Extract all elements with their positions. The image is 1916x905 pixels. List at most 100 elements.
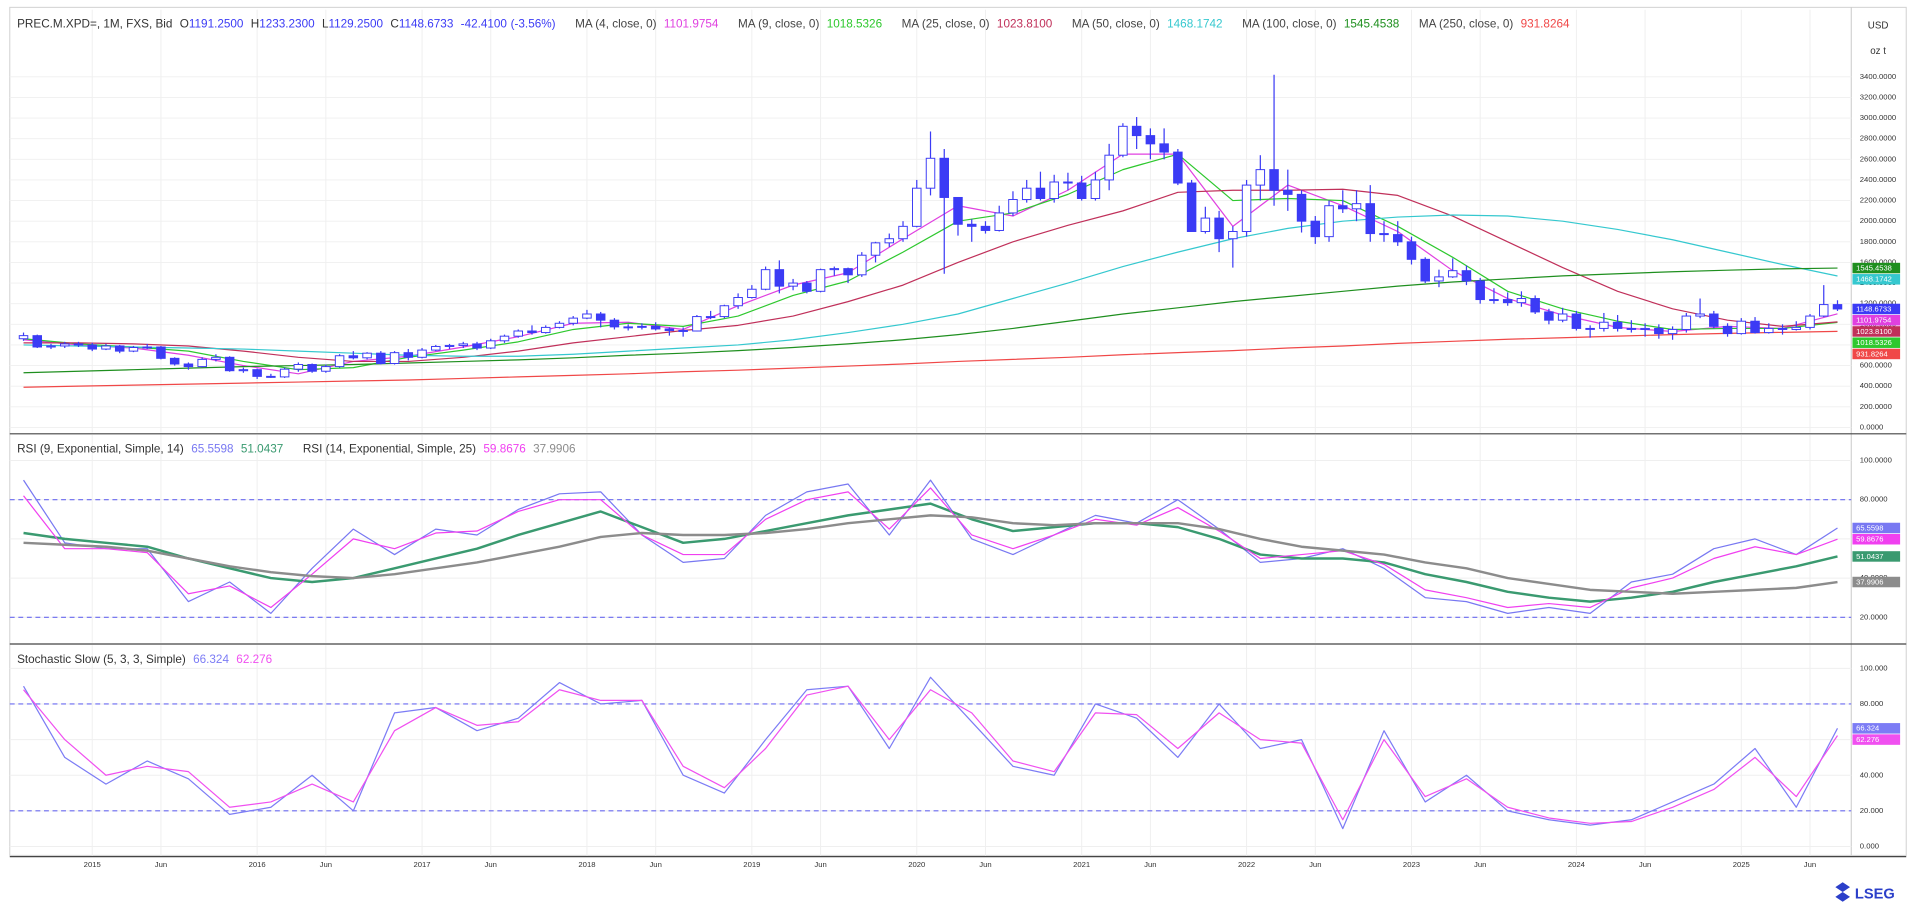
x-tick-label: Jun xyxy=(1144,860,1156,869)
indicator-name: Stochastic Slow (5, 3, 3, Simple) xyxy=(17,653,186,666)
candle-body xyxy=(403,352,414,358)
indicator-name: RSI (14, Exponential, Simple, 25) xyxy=(303,443,476,456)
ohlc-prefix: L xyxy=(322,18,329,31)
candle-body xyxy=(829,268,840,271)
legend-series-value: 1023.8100 xyxy=(997,18,1053,31)
y-tick-label: 3400.0000 xyxy=(1860,72,1896,81)
x-tick-label: 2015 xyxy=(84,860,101,869)
x-tick-label: 2021 xyxy=(1073,860,1090,869)
legend-series-value: 1545.4538 xyxy=(1344,18,1400,31)
value-tag xyxy=(1852,522,1901,534)
candle-body xyxy=(1269,169,1279,191)
candle-body xyxy=(540,326,551,334)
y-tick-label: 100.000 xyxy=(1860,663,1888,672)
candle-body xyxy=(1791,326,1802,330)
candle-body xyxy=(1173,151,1183,184)
candle-body xyxy=(389,352,400,364)
x-tick-label: 2019 xyxy=(743,860,760,869)
value-tag xyxy=(1852,337,1901,348)
candle-body xyxy=(692,316,702,332)
candle-body xyxy=(760,269,771,290)
y-tick-label: 1600.0000 xyxy=(1860,257,1896,266)
candle-body xyxy=(348,355,359,359)
candle-body xyxy=(307,364,317,372)
candle-body xyxy=(1283,189,1293,195)
y-tick-label: 2000.0000 xyxy=(1860,216,1896,225)
value-tag-label: 931.8264 xyxy=(1856,349,1888,358)
candle-body xyxy=(1750,320,1760,334)
candle-body xyxy=(32,335,43,348)
x-tick-label: Jun xyxy=(1474,860,1486,869)
indicator-line xyxy=(23,502,1838,603)
y-tick-label: 2800.0000 xyxy=(1860,134,1896,143)
candle-body xyxy=(1654,327,1664,335)
candle-body xyxy=(238,369,249,372)
ohlc-value: 1191.2500 xyxy=(189,18,244,31)
legend-series-value: 66.324 xyxy=(193,653,229,666)
candle-body xyxy=(279,368,290,378)
candle-body xyxy=(499,335,510,342)
value-tag-label: 37.9906 xyxy=(1856,577,1883,586)
candle-body xyxy=(417,349,427,358)
candle-body xyxy=(554,322,565,328)
candle-body xyxy=(1447,270,1458,278)
candle-body xyxy=(376,352,386,364)
candle-body xyxy=(1351,203,1362,210)
value-tag xyxy=(1852,723,1901,734)
candle-body xyxy=(1365,203,1376,235)
candle-body xyxy=(1764,327,1774,334)
candle-body xyxy=(884,238,895,244)
x-tick-label: 2024 xyxy=(1568,860,1586,869)
ohlc-value: 1233.2300 xyxy=(259,18,315,31)
candle-body xyxy=(1805,315,1815,328)
candle-body xyxy=(1186,182,1197,232)
candle-body xyxy=(1008,199,1018,214)
candle-body xyxy=(513,330,523,337)
x-tick-label: 2025 xyxy=(1733,860,1750,869)
candle-body xyxy=(486,340,496,349)
candle-body xyxy=(623,326,633,329)
candle-body xyxy=(211,356,221,360)
candle-body xyxy=(197,358,207,368)
value-tag xyxy=(1852,348,1901,360)
x-tick-label: Jun xyxy=(814,860,826,869)
candle-body xyxy=(1392,234,1403,243)
indicator-line xyxy=(22,676,1839,830)
candle-body xyxy=(334,355,345,368)
legend-series-value: 1101.9754 xyxy=(664,18,719,31)
y-tick-label: 3000.0000 xyxy=(1860,113,1896,122)
candle-body xyxy=(1104,154,1114,181)
candle-body xyxy=(1709,313,1719,327)
candle-body xyxy=(912,187,922,227)
y-tick-label: 1200.0000 xyxy=(1860,299,1896,308)
value-tag-label: 66.324 xyxy=(1856,724,1879,733)
candle-body xyxy=(609,319,620,328)
candle-body xyxy=(1049,181,1059,199)
indicator-line xyxy=(23,214,1838,357)
candle-body xyxy=(719,305,730,318)
x-tick-label: Jun xyxy=(320,860,332,869)
candle-body xyxy=(1736,320,1747,335)
candle-body xyxy=(1489,299,1499,302)
candle-body xyxy=(802,282,812,292)
candle-body xyxy=(1420,258,1430,282)
candle-body xyxy=(1035,187,1046,199)
value-tag-label: 1148.6733 xyxy=(1856,304,1891,313)
candle-body xyxy=(1571,313,1582,329)
value-tag xyxy=(1852,303,1901,315)
candle-body xyxy=(472,343,482,349)
candle-body xyxy=(1612,321,1623,329)
candle-body xyxy=(994,212,1004,231)
candle-body xyxy=(843,268,853,276)
legend-series-value: 931.8264 xyxy=(1521,18,1570,31)
candle-body xyxy=(1063,181,1073,184)
candle-body xyxy=(1640,327,1650,330)
ohlc-value: 1129.2500 xyxy=(328,18,383,31)
candle-body xyxy=(142,346,152,349)
x-tick-label: 2016 xyxy=(249,860,266,869)
candle-body xyxy=(1695,313,1705,317)
candle-body xyxy=(1118,125,1128,156)
